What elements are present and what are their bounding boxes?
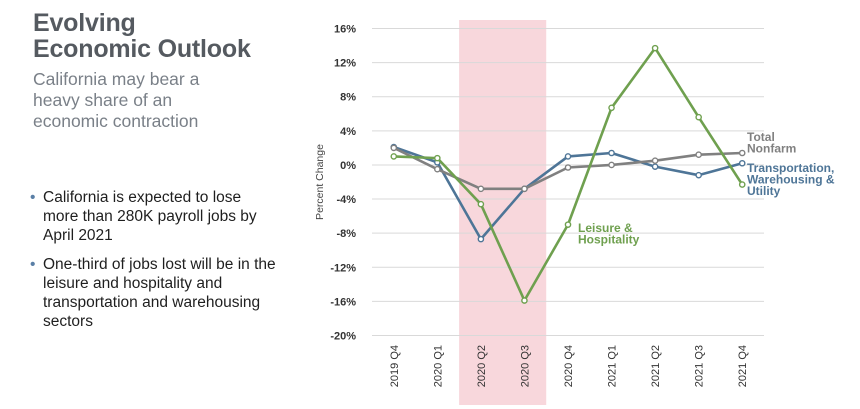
y-axis-title: Percent Change — [314, 144, 326, 220]
data-point — [564, 153, 572, 160]
series-label: Hospitality — [578, 233, 640, 247]
y-tick-label: 8% — [340, 92, 356, 104]
data-point — [608, 104, 615, 112]
title-line-2: Economic Outlook — [33, 35, 251, 63]
data-point — [434, 154, 441, 162]
x-tick-label: 2021 Q3 — [694, 345, 706, 387]
data-point — [390, 144, 398, 152]
data-point — [738, 181, 746, 188]
series-label: Leisure & — [578, 221, 633, 235]
data-point — [695, 171, 702, 179]
data-point — [390, 153, 398, 160]
y-tick-label: 16% — [334, 24, 356, 36]
bullet-dot-icon: • — [30, 189, 36, 206]
bullet-item: • California is expected to lose more tha… — [30, 188, 280, 245]
y-tick-label: -20% — [330, 331, 356, 343]
data-point — [477, 200, 485, 208]
data-point — [651, 157, 659, 164]
x-tick-label: 2020 Q2 — [476, 345, 488, 387]
subtitle-line-2: heavy share of an — [33, 90, 173, 110]
data-point — [738, 159, 746, 167]
heading-block: Evolving Economic Outlook California may… — [33, 10, 313, 132]
data-point — [521, 297, 528, 304]
bullet-item: • One-third of jobs lost will be in the l… — [30, 255, 280, 331]
x-tick-label: 2021 Q2 — [650, 345, 662, 387]
series-label: Transportation, — [747, 161, 834, 175]
bullet-list: • California is expected to lose more tha… — [30, 188, 280, 341]
series-label: Utility — [747, 184, 781, 198]
bullet-text: California is expected to lose more than… — [43, 189, 257, 244]
data-point — [608, 161, 615, 169]
data-point — [434, 165, 441, 173]
y-tick-label: -8% — [336, 228, 356, 240]
y-tick-label: 0% — [340, 160, 356, 172]
data-point — [738, 149, 746, 157]
subtitle-line-3: economic contraction — [33, 111, 199, 131]
data-point — [564, 221, 572, 228]
bullet-dot-icon: • — [30, 256, 36, 273]
data-point — [608, 149, 615, 157]
y-tick-label: 4% — [340, 126, 356, 138]
data-point — [651, 44, 659, 52]
data-point — [695, 113, 702, 121]
x-tick-label: 2019 Q4 — [389, 345, 401, 387]
bullet-text: One-third of jobs lost will be in the le… — [43, 256, 276, 330]
data-point — [521, 185, 528, 193]
y-tick-label: 12% — [334, 58, 356, 70]
series-label: Total — [747, 130, 775, 144]
data-point — [564, 164, 572, 171]
x-tick-label: 2021 Q4 — [737, 345, 749, 387]
page-subtitle: California may bear a heavy share of an … — [33, 69, 313, 132]
data-point — [477, 185, 485, 193]
title-line-1: Evolving — [33, 9, 136, 37]
data-point — [651, 163, 659, 170]
x-tick-label: 2021 Q1 — [607, 345, 619, 387]
x-tick-label: 2020 Q3 — [519, 345, 531, 387]
x-tick-label: 2020 Q1 — [432, 345, 444, 387]
y-tick-label: -4% — [336, 194, 356, 206]
y-tick-label: -12% — [330, 262, 356, 274]
series-label: Warehousing & — [747, 173, 835, 187]
y-tick-label: -16% — [330, 296, 356, 308]
data-point — [695, 151, 702, 159]
x-tick-label: 2020 Q4 — [563, 345, 575, 387]
series-label: Nonfarm — [747, 142, 796, 156]
page-title: Evolving Economic Outlook — [33, 10, 313, 62]
subtitle-line-1: California may bear a — [33, 69, 200, 89]
data-point — [477, 235, 485, 243]
